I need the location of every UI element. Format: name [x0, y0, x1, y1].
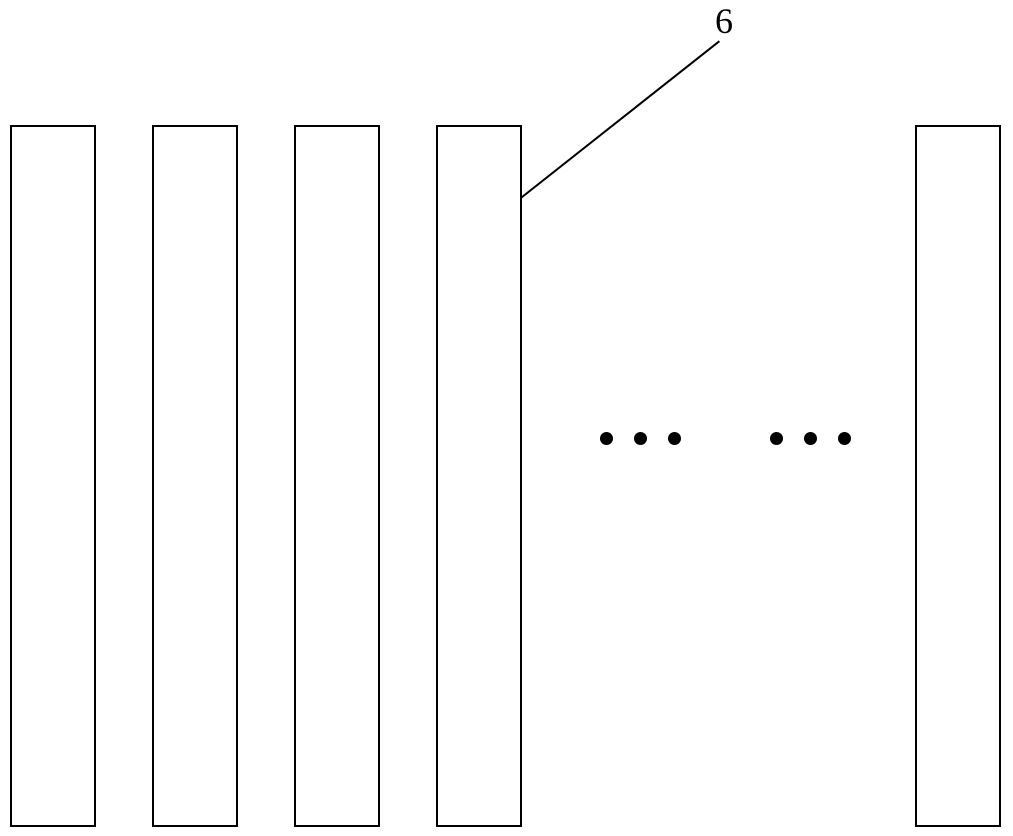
diagram-canvas: 6 [0, 0, 1013, 836]
ellipsis-dot [838, 432, 851, 445]
bar-4 [436, 125, 522, 827]
bar-1 [10, 125, 96, 827]
callout-label: 6 [715, 0, 733, 42]
bar-5 [915, 125, 1001, 827]
leader-line [491, 40, 720, 222]
ellipsis-dot [600, 432, 613, 445]
ellipsis-dot [770, 432, 783, 445]
bar-2 [152, 125, 238, 827]
ellipsis-dot [668, 432, 681, 445]
bar-3 [294, 125, 380, 827]
ellipsis-dot [634, 432, 647, 445]
ellipsis-dot [804, 432, 817, 445]
